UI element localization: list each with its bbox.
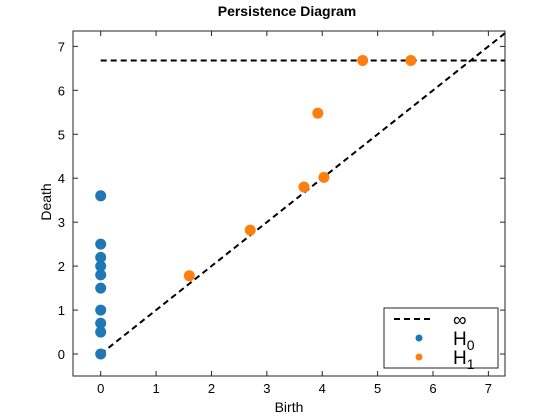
h0-point: [95, 282, 107, 294]
axes-frame: [72, 30, 506, 377]
h1-point: [312, 107, 324, 119]
legend-label: ∞: [453, 310, 467, 331]
h0-point: [95, 304, 107, 316]
h0-point: [95, 251, 107, 263]
h1-point: [405, 54, 417, 66]
h1-point: [244, 224, 256, 236]
y-tick-label: 7: [58, 39, 65, 54]
chart-title: Persistence Diagram: [218, 3, 357, 19]
x-tick-label: 3: [263, 381, 270, 396]
y-tick-label: 0: [58, 347, 65, 362]
h0-point: [95, 260, 107, 272]
h0-point: [95, 190, 107, 202]
legend-marker-swatch: [415, 353, 423, 361]
x-tick-label: 0: [97, 381, 104, 396]
legend-label-subscript: 1: [467, 356, 475, 372]
h1-point: [318, 171, 330, 183]
legend-label-subscript: 0: [467, 337, 475, 353]
x-axis-label: Birth: [275, 399, 304, 415]
y-tick-label: 2: [58, 259, 65, 274]
x-tick-label: 6: [429, 381, 436, 396]
y-tick-label: 4: [58, 171, 65, 186]
h1-point: [298, 181, 310, 193]
y-tick-label: 3: [58, 215, 65, 230]
h0-point: [95, 269, 107, 281]
y-tick-label: 5: [58, 127, 65, 142]
h0-point: [95, 348, 107, 360]
legend-marker-swatch: [415, 334, 423, 342]
h0-point: [95, 326, 107, 338]
plot-inner: [95, 32, 505, 360]
plot-area: [95, 32, 505, 360]
legend-box: [383, 307, 499, 369]
x-tick-label: 5: [374, 381, 381, 396]
y-tick-label: 6: [58, 83, 65, 98]
y-axis-label: Death: [38, 183, 54, 220]
axis-ticks: 0 1 2 3 4 5 6 7 0 1 2 3 4 5 6 7: [58, 31, 505, 396]
x-tick-label: 4: [319, 381, 326, 396]
h1-point: [357, 54, 369, 66]
h0-point: [95, 238, 107, 250]
y-tick-label: 1: [58, 303, 65, 318]
x-tick-label: 7: [485, 381, 492, 396]
x-tick-label: 2: [208, 381, 215, 396]
h1-point: [183, 270, 195, 282]
h0-point: [95, 317, 107, 329]
x-tick-label: 1: [152, 381, 159, 396]
diagonal-line: [100, 32, 505, 355]
